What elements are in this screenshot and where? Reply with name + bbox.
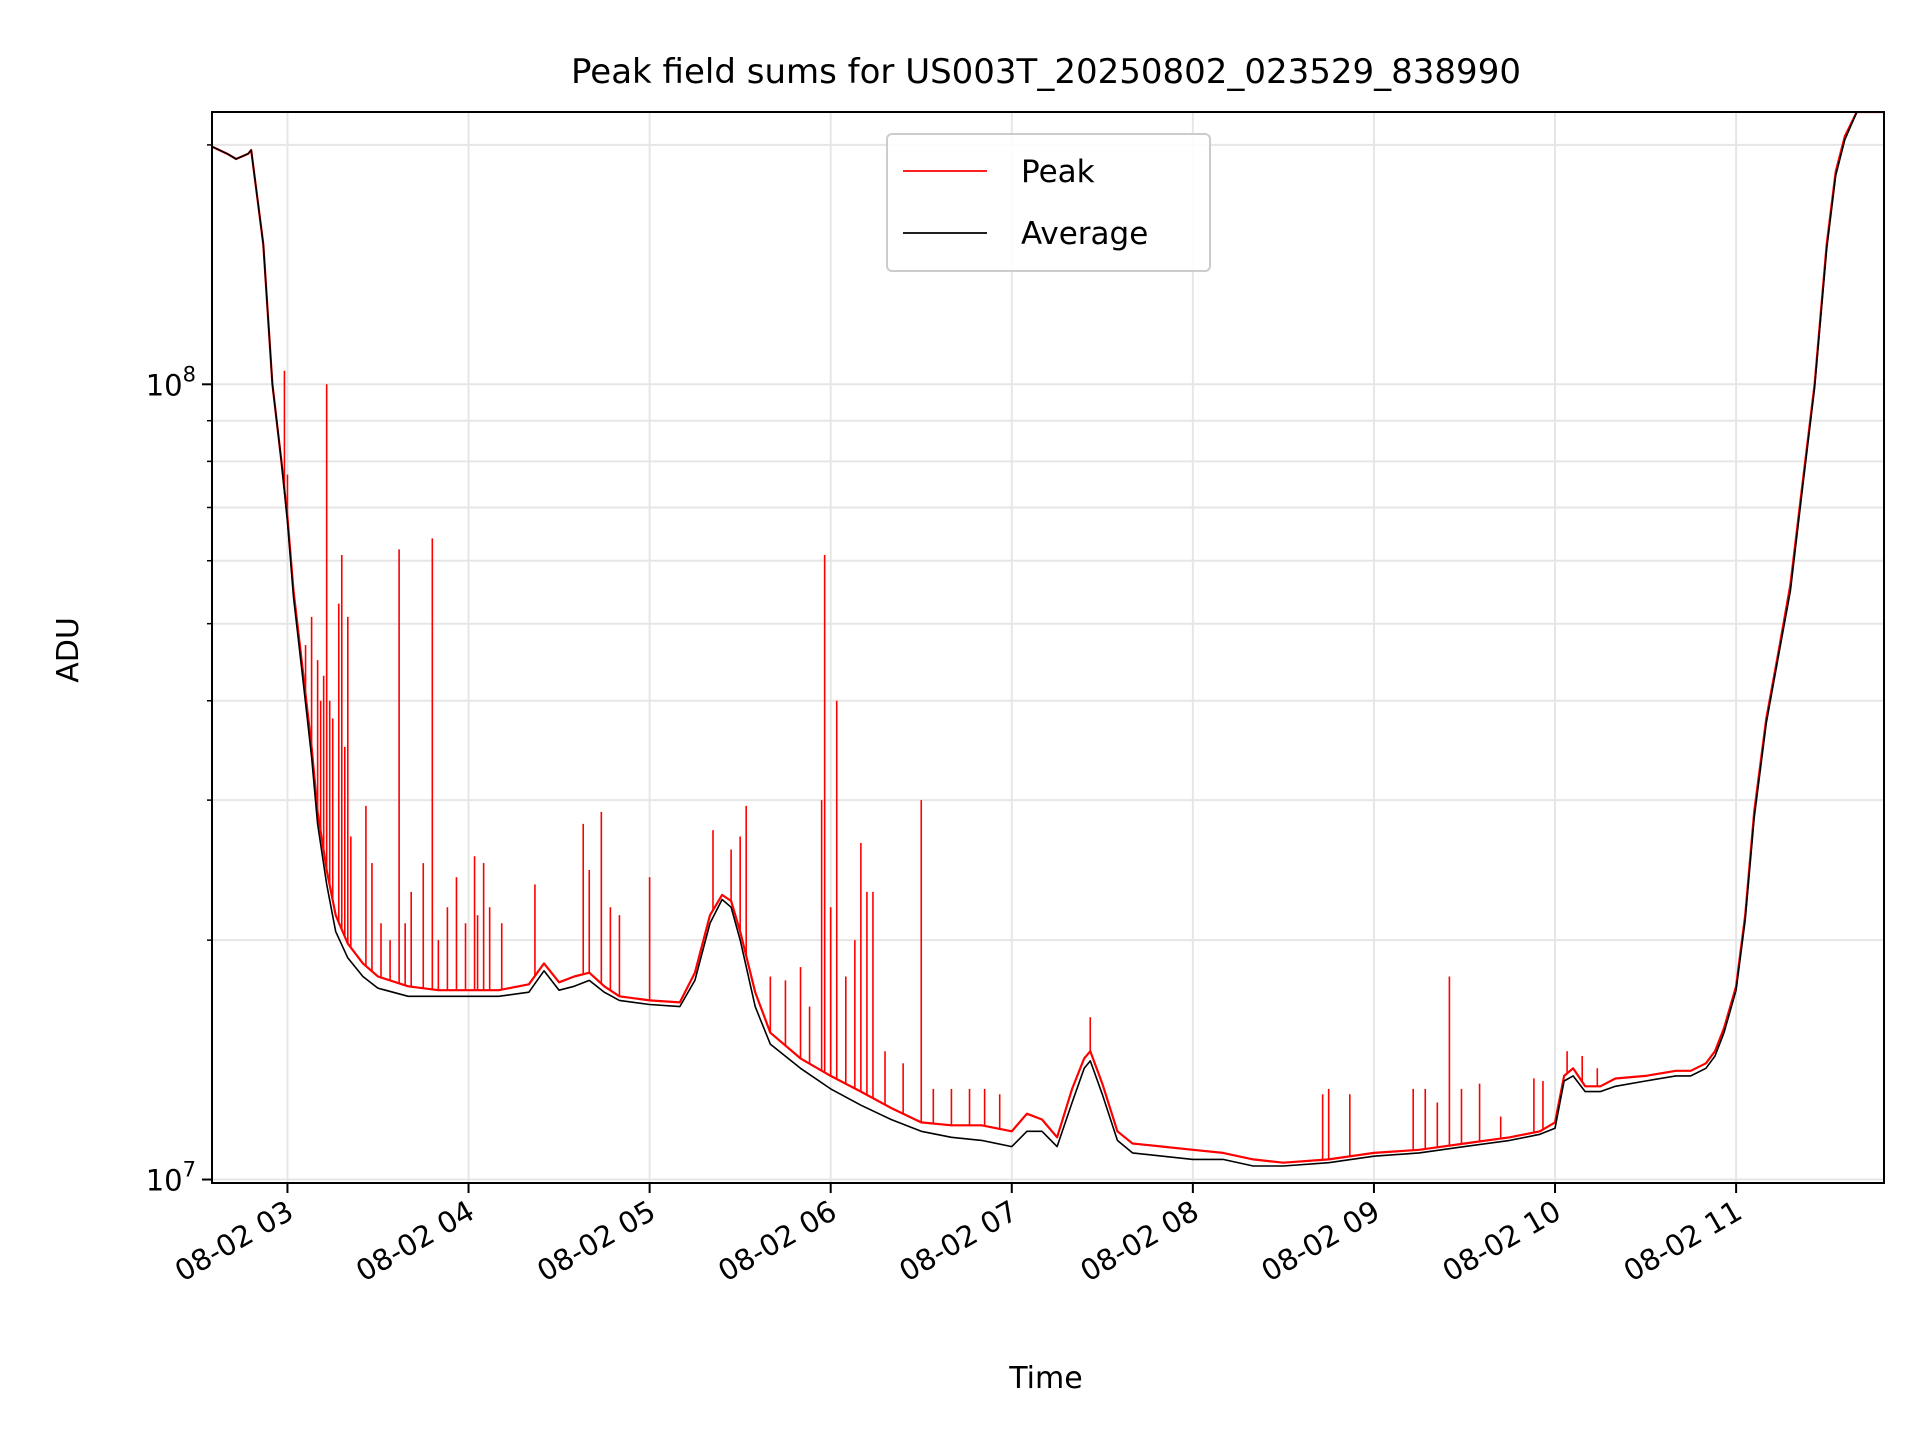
y-tick-exponent: 8 [183,362,196,386]
y-tick-label: 108 [146,362,196,402]
y-tick-exponent: 7 [183,1158,196,1182]
x-tick-label: 08-02 06 [712,1194,842,1289]
y-tick-label: 107 [146,1158,196,1198]
x-tick-label: 08-02 05 [531,1194,661,1289]
x-tick-label: 08-02 09 [1256,1194,1386,1289]
y-tick-base: 10 [146,1164,183,1198]
x-axis: 08-02 03 08-02 04 08-02 05 08-02 06 08-02 07… [169,1183,1748,1288]
chart-title: Peak field sums for US003T_20250802_0235… [571,52,1521,92]
x-tick-label: 08-02 10 [1437,1194,1567,1289]
legend-label-average: Average [1021,216,1148,252]
plot-frame [211,111,1885,1184]
x-tick-label: 08-02 03 [169,1194,299,1289]
series-line-average [212,112,1884,1167]
legend: Peak Average [886,133,1211,272]
x-axis-label: Time [1008,1361,1082,1396]
x-tick-label: 08-02 08 [1074,1194,1204,1289]
legend-box [886,133,1211,272]
x-tick-label: 08-02 07 [893,1194,1023,1289]
x-tick-label: 08-02 04 [350,1194,480,1289]
plot-area [212,112,1884,1167]
series-group [212,112,1884,1167]
x-tick-label: 08-02 11 [1618,1194,1748,1289]
grid [212,112,1884,1183]
y-tick-base: 10 [146,368,183,402]
y-axis-label: ADU [51,617,86,683]
legend-label-peak: Peak [1021,154,1095,190]
